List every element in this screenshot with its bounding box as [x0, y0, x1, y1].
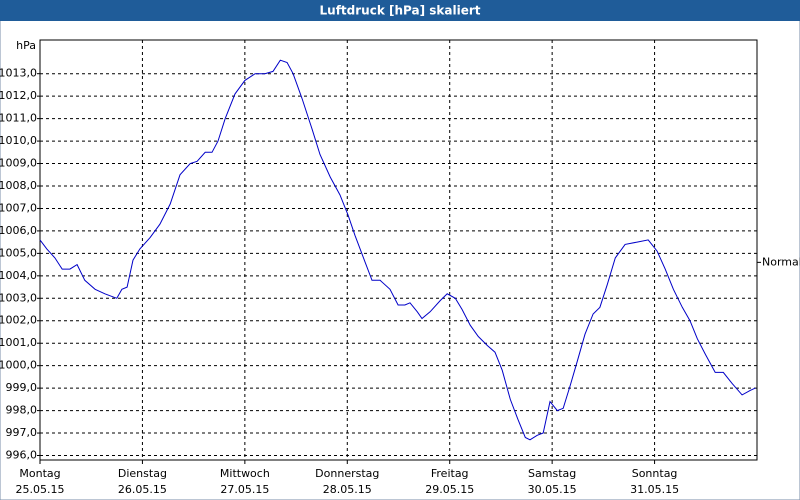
- title-bar: [0, 0, 800, 21]
- y-tick-label: 1000,0: [0, 359, 37, 372]
- x-tick-date: 27.05.15: [220, 483, 269, 496]
- chart-title: Luftdruck [hPa] skaliert: [320, 4, 481, 18]
- line: [39, 59, 756, 441]
- x-tick-label: Mittwoch: [220, 467, 270, 480]
- x-tick-label: Samstag: [528, 467, 576, 480]
- x-tick-date: 31.05.15: [630, 483, 679, 496]
- y-tick-label: 1009,0: [0, 157, 37, 170]
- x-tick-date: 25.05.15: [16, 483, 65, 496]
- x-tick-date: 28.05.15: [323, 483, 372, 496]
- x-tick-date: 26.05.15: [118, 483, 167, 496]
- y-tick-label: 1005,0: [0, 246, 37, 259]
- x-tick-label: Sonntag: [632, 467, 678, 480]
- y-tick-label: 996,0: [6, 449, 38, 462]
- x-tick-date: 30.05.15: [528, 483, 577, 496]
- y-tick-label: 1007,0: [0, 201, 37, 214]
- x-tick-label: Donnerstag: [315, 467, 379, 480]
- y-tick-label: 997,0: [6, 426, 38, 439]
- y-tick-label: 1013,0: [0, 67, 37, 80]
- x-tick-label: Montag: [19, 467, 60, 480]
- y-axis-label: hPa: [16, 39, 36, 52]
- x-tick-label: Freitag: [431, 467, 469, 480]
- x-tick-date: 29.05.15: [425, 483, 474, 496]
- y-tick-label: 1003,0: [0, 291, 37, 304]
- y-tick-label: 1004,0: [0, 269, 37, 282]
- y-tick-label: 1006,0: [0, 224, 37, 237]
- y-tick-label: 1002,0: [0, 314, 37, 327]
- annotation: Normal: [762, 255, 800, 268]
- y-tick-label: 1011,0: [0, 112, 37, 125]
- y-tick-label: 1010,0: [0, 134, 37, 147]
- y-tick-label: 1008,0: [0, 179, 37, 192]
- y-tick-label: 999,0: [6, 381, 38, 394]
- y-tick-label: 1012,0: [0, 89, 37, 102]
- y-tick-label: 998,0: [6, 404, 38, 417]
- plot-border: [39, 39, 758, 461]
- y-tick-label: 1001,0: [0, 336, 37, 349]
- x-tick-label: Dienstag: [118, 467, 167, 480]
